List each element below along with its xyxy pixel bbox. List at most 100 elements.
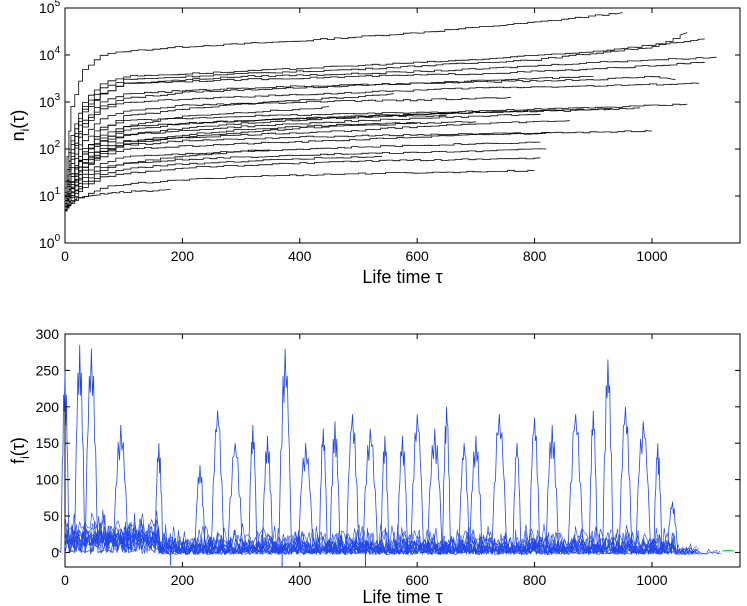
top-series-line bbox=[65, 188, 171, 210]
top-series-line bbox=[65, 169, 535, 211]
top-series-line bbox=[65, 130, 653, 207]
top-chart: 0 200 400 600 800 1000 100 101 102 103 104 105 Life… bbox=[8, 0, 741, 287]
top-series-line bbox=[65, 157, 541, 211]
bottom-plot-area bbox=[64, 333, 741, 568]
top-x-tick-label: 1000 bbox=[636, 248, 667, 264]
bottom-spike-line bbox=[105, 424, 137, 554]
top-series-line bbox=[65, 56, 717, 197]
bottom-spike-line bbox=[483, 414, 515, 554]
bottom-spike-line bbox=[523, 417, 546, 554]
bottom-y-axis-label: fi(τ) bbox=[8, 437, 32, 464]
bottom-spike-line bbox=[68, 344, 91, 554]
bottom-spike-line bbox=[404, 414, 431, 554]
bottom-spike-line bbox=[612, 406, 639, 554]
top-x-tick-label: 200 bbox=[171, 248, 195, 264]
bottom-spike-line bbox=[354, 428, 386, 554]
bottom-spike-line bbox=[324, 421, 346, 554]
bottom-spike-line bbox=[219, 443, 251, 554]
top-series-line bbox=[65, 97, 512, 199]
bottom-spike-line bbox=[649, 443, 667, 554]
bottom-y-tick-label: 300 bbox=[36, 326, 60, 342]
bottom-y-axis-label-main: f bbox=[8, 458, 28, 464]
top-series-line bbox=[65, 121, 476, 208]
top-series-line bbox=[65, 107, 641, 204]
bottom-x-tick-label: 600 bbox=[405, 572, 429, 588]
top-plot-area bbox=[64, 7, 741, 244]
top-y-axis-label: ni(τ) bbox=[8, 110, 32, 142]
bottom-spike-line bbox=[584, 410, 602, 554]
top-series-line bbox=[65, 82, 699, 196]
bottom-spike-line bbox=[314, 428, 332, 554]
top-series-line bbox=[65, 61, 705, 194]
top-y-tick-label: 102 bbox=[39, 139, 61, 157]
top-series-line bbox=[65, 132, 553, 208]
top-series-line bbox=[65, 12, 623, 182]
bottom-y-tick-label: 0 bbox=[51, 544, 59, 560]
bottom-spike-line bbox=[627, 421, 659, 554]
bottom-spike-line bbox=[78, 348, 105, 554]
bottom-spike-line bbox=[272, 348, 299, 554]
bottom-spike-line bbox=[376, 435, 394, 554]
top-x-tick-label: 800 bbox=[523, 248, 547, 264]
bottom-y-tick-label: 100 bbox=[36, 472, 60, 488]
bottom-x-tick-label: 0 bbox=[61, 572, 69, 588]
bottom-x-tick-label: 1000 bbox=[636, 572, 667, 588]
bottom-y-tick-label: 250 bbox=[36, 362, 60, 378]
bottom-spike-line bbox=[462, 435, 489, 554]
top-series-line bbox=[65, 76, 594, 197]
top-y-axis-label-rest: (τ) bbox=[8, 110, 28, 129]
bottom-spike-line bbox=[150, 443, 168, 554]
bottom-spike-line bbox=[419, 428, 451, 554]
bottom-x-tick-label: 200 bbox=[171, 572, 195, 588]
top-y-tick-label: 103 bbox=[39, 92, 61, 110]
top-series-line bbox=[65, 106, 330, 205]
bottom-y-tick-label: 200 bbox=[36, 399, 60, 415]
bottom-spike-line bbox=[189, 465, 211, 554]
top-x-tick-label: 600 bbox=[405, 248, 429, 264]
bottom-chart: 0 200 400 600 800 1000 0 50 100 150 200 250 300 Life… bbox=[8, 326, 741, 606]
bottom-y-axis-label-sub: i bbox=[18, 456, 32, 459]
bottom-spike-line bbox=[290, 443, 322, 554]
top-x-tick-label: 0 bbox=[61, 248, 69, 264]
top-tick-group: 0 200 400 600 800 1000 100 101 102 103 104 105 bbox=[39, 0, 740, 264]
top-series-line bbox=[65, 76, 676, 198]
bottom-spike-line bbox=[539, 424, 566, 554]
bottom-spike-line bbox=[204, 410, 231, 554]
bottom-y-axis-label-rest: (τ) bbox=[8, 437, 28, 456]
top-series-group bbox=[65, 12, 717, 212]
top-series-line bbox=[65, 38, 705, 189]
bottom-spike-line bbox=[391, 435, 414, 554]
bottom-spike-line bbox=[453, 443, 475, 554]
top-series-line bbox=[65, 103, 688, 207]
top-y-tick-label: 104 bbox=[39, 45, 61, 63]
bottom-noise-line bbox=[64, 525, 676, 556]
bottom-spike-line bbox=[661, 501, 684, 554]
top-series-line bbox=[65, 120, 570, 204]
bottom-spike-line bbox=[508, 443, 526, 554]
top-series-line bbox=[65, 149, 271, 212]
bottom-y-tick-label: 150 bbox=[36, 435, 60, 451]
top-y-tick-label: 100 bbox=[39, 233, 61, 251]
bottom-spike-line bbox=[560, 414, 592, 554]
bottom-tail-line bbox=[722, 549, 735, 552]
top-x-tick-label: 400 bbox=[288, 248, 312, 264]
top-series-line bbox=[65, 148, 547, 212]
top-series-line bbox=[65, 141, 541, 212]
top-y-axis-label-main: n bbox=[8, 131, 28, 141]
top-series-line bbox=[65, 155, 383, 211]
bottom-x-tick-label: 800 bbox=[523, 572, 547, 588]
top-y-axis-label-sub: i bbox=[18, 129, 32, 132]
top-y-tick-label: 105 bbox=[39, 0, 61, 16]
bottom-spike-line bbox=[438, 406, 455, 554]
top-series-line bbox=[65, 123, 418, 207]
bottom-spike-line bbox=[244, 424, 262, 554]
top-series-line bbox=[65, 32, 688, 201]
bottom-x-axis-label: Life time τ bbox=[362, 587, 442, 606]
bottom-y-tick-label: 50 bbox=[43, 508, 59, 524]
top-x-axis-label: Life time τ bbox=[362, 267, 442, 287]
bottom-spike-line bbox=[256, 435, 279, 554]
bottom-spike-line bbox=[339, 414, 366, 554]
bottom-x-tick-label: 400 bbox=[288, 572, 312, 588]
bottom-series-group bbox=[56, 344, 735, 567]
